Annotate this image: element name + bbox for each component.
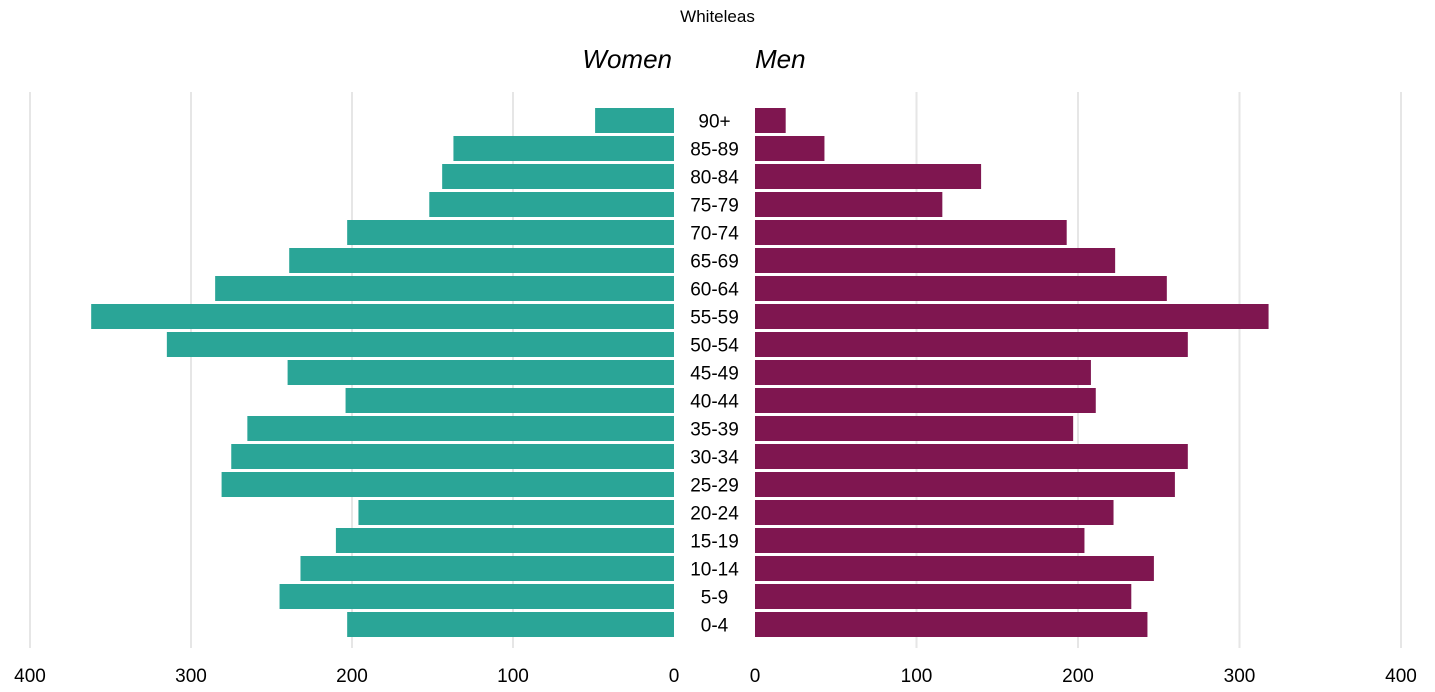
chart-title: Whiteleas xyxy=(680,7,755,26)
bar-men xyxy=(755,528,1085,553)
age-group-label: 40-44 xyxy=(690,392,739,413)
age-group-label: 70-74 xyxy=(690,224,739,245)
bar-women xyxy=(91,304,675,329)
bar-women xyxy=(335,528,674,553)
x-tick-label: 200 xyxy=(1062,666,1094,687)
bar-women xyxy=(289,248,674,273)
bar-men xyxy=(755,584,1132,609)
men-label: Men xyxy=(755,44,806,74)
age-group-label: 35-39 xyxy=(690,420,739,441)
bar-women xyxy=(429,192,674,217)
x-tick-label: 0 xyxy=(669,666,680,687)
bar-women xyxy=(345,388,674,413)
bar-men xyxy=(755,164,982,189)
age-group-label: 0-4 xyxy=(701,616,729,637)
age-group-label: 85-89 xyxy=(690,140,739,161)
bar-women xyxy=(358,500,674,525)
x-tick-label: 200 xyxy=(336,666,368,687)
bar-men xyxy=(755,192,943,217)
x-tick-label: 100 xyxy=(901,666,933,687)
bar-women xyxy=(215,276,674,301)
age-group-label: 45-49 xyxy=(690,364,739,385)
age-group-label: 10-14 xyxy=(690,560,739,581)
bar-men xyxy=(755,360,1091,385)
age-group-label: 65-69 xyxy=(690,252,739,273)
bar-men xyxy=(755,136,825,161)
age-group-label: 30-34 xyxy=(690,448,739,469)
age-group-label: 80-84 xyxy=(690,168,739,189)
bar-women xyxy=(221,472,674,497)
x-tick-label: 0 xyxy=(750,666,761,687)
x-tick-label: 400 xyxy=(1385,666,1417,687)
bar-women xyxy=(347,220,674,245)
bar-men xyxy=(755,612,1148,637)
bar-men xyxy=(755,556,1154,581)
bar-women xyxy=(279,584,674,609)
x-tick-label: 400 xyxy=(14,666,46,687)
age-group-label: 20-24 xyxy=(690,504,739,525)
bar-men xyxy=(755,444,1188,469)
bar-women xyxy=(453,136,674,161)
bar-women xyxy=(595,108,674,133)
women-label: Women xyxy=(582,44,672,74)
age-group-label: 15-19 xyxy=(690,532,739,553)
age-group-label: 5-9 xyxy=(701,588,728,609)
age-group-label: 55-59 xyxy=(690,308,739,329)
bar-men xyxy=(755,416,1074,441)
bar-women xyxy=(231,444,674,469)
x-tick-label: 300 xyxy=(1224,666,1256,687)
bar-women xyxy=(247,416,674,441)
bar-women xyxy=(442,164,674,189)
bar-men xyxy=(755,304,1269,329)
bar-women xyxy=(166,332,674,357)
age-group-label: 90+ xyxy=(698,112,730,133)
bar-men xyxy=(755,276,1167,301)
bar-women xyxy=(347,612,674,637)
bar-men xyxy=(755,332,1188,357)
age-group-label: 50-54 xyxy=(690,336,739,357)
age-group-label: 75-79 xyxy=(690,196,739,217)
bar-men xyxy=(755,472,1175,497)
x-tick-label: 300 xyxy=(175,666,207,687)
bar-men xyxy=(755,500,1114,525)
bar-women xyxy=(287,360,674,385)
age-group-label: 60-64 xyxy=(690,280,739,301)
bar-men xyxy=(755,108,786,133)
bar-men xyxy=(755,388,1096,413)
x-tick-label: 100 xyxy=(497,666,529,687)
bar-men xyxy=(755,220,1067,245)
bar-men xyxy=(755,248,1116,273)
bar-women xyxy=(300,556,674,581)
age-group-label: 25-29 xyxy=(690,476,739,497)
